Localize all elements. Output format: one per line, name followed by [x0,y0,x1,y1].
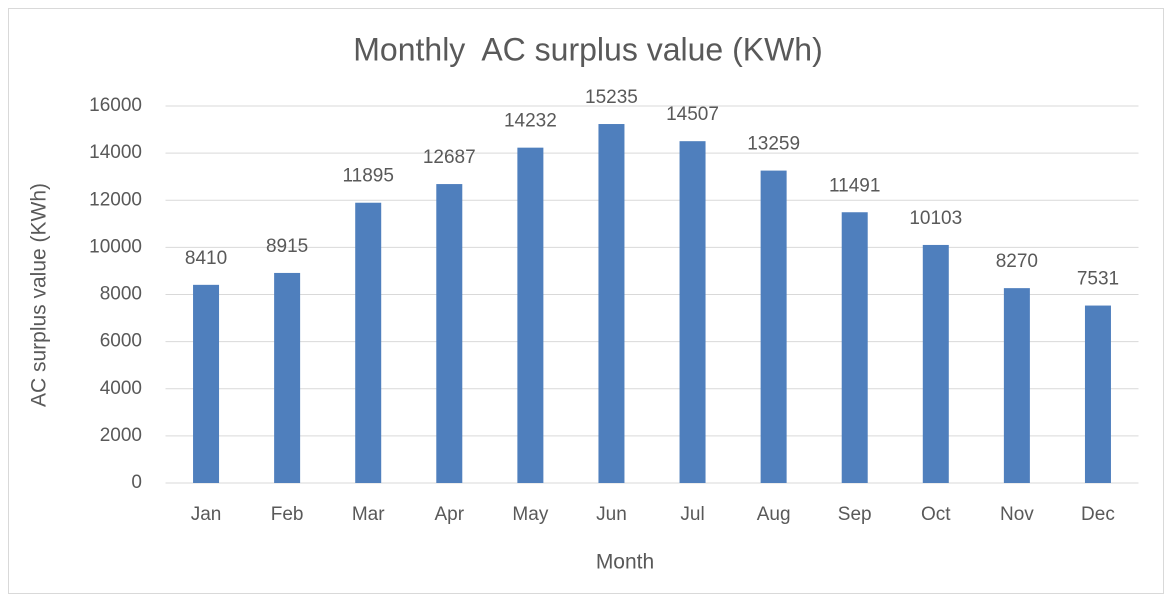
bar [355,202,382,483]
y-axis-label: AC surplus value (KWh) [28,183,51,407]
y-tick-label: 8000 [100,284,142,305]
x-tick-label: Jun [596,504,627,525]
bar [598,124,625,483]
y-tick-label: 16000 [89,95,142,116]
data-label: 14507 [666,104,719,125]
data-label: 11491 [829,175,880,196]
x-tick-label: Aug [757,504,791,525]
bar [193,284,220,483]
x-tick-label: Mar [352,504,385,525]
x-tick-label: Sep [838,504,872,525]
y-tick-label: 6000 [100,331,142,352]
x-tick-label: Feb [271,504,304,525]
bar [760,170,787,483]
x-tick-label: Apr [435,504,465,525]
x-tick-label: Oct [921,504,951,525]
y-tick-label: 14000 [89,142,142,163]
y-tick-label: 0 [131,472,142,493]
y-tick-label: 12000 [89,189,142,210]
bar [1084,305,1111,483]
x-tick-label: Dec [1081,504,1115,525]
data-label: 15235 [585,87,638,108]
data-label: 13259 [747,134,800,155]
data-label: 14232 [504,111,557,132]
data-label: 8915 [266,236,308,257]
data-label: 10103 [909,208,962,229]
y-tick-label: 10000 [89,236,142,257]
y-tick-label: 2000 [100,425,142,446]
x-tick-label: Nov [1000,504,1034,525]
data-label: 12687 [423,147,476,168]
bar [436,184,463,483]
x-axis-label: Month [596,551,654,574]
y-tick-label: 4000 [100,378,142,399]
x-tick-label: Jul [680,504,704,525]
chart-title: Monthly AC surplus value (KWh) [353,31,823,67]
data-label: 11895 [342,166,393,187]
bar [517,147,544,483]
data-label: 7531 [1077,269,1119,290]
bar [841,212,868,483]
x-tick-label: Jan [191,504,222,525]
data-label: 8410 [185,248,227,269]
x-tick-label: May [512,504,548,525]
bar [922,244,949,483]
bar [679,141,706,483]
bar [1003,288,1030,483]
data-label: 8270 [996,251,1038,272]
bar [274,272,301,483]
